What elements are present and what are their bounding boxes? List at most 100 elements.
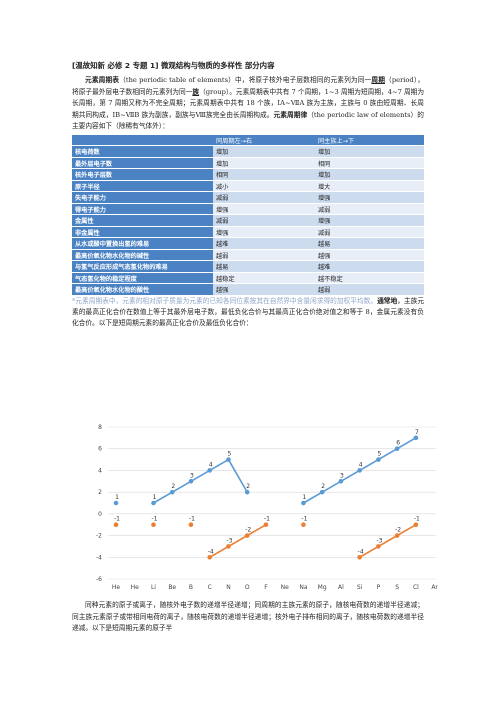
data-label: 7	[415, 429, 419, 436]
data-point	[188, 478, 194, 484]
intro-paragraph: 元素周期表（the periodic table of elements）中，将…	[72, 75, 424, 133]
x-tick-label: B	[189, 584, 193, 591]
x-tick-label: Al	[338, 584, 344, 591]
table-cell: 越易	[213, 260, 315, 273]
term-periodic-law: 元素周期律	[273, 110, 308, 119]
table-cell: 越强	[213, 283, 315, 296]
y-tick-label: -6	[96, 576, 102, 583]
intro-text-4: （the periodic law of elements）的主要内容如下（除稀…	[72, 110, 424, 131]
series-line	[171, 480, 192, 493]
table-row: 非金属性 增强 减弱	[72, 226, 424, 239]
series-line	[153, 491, 173, 504]
row-label: 得电子能力	[72, 203, 213, 216]
data-label: -1	[114, 516, 120, 523]
table-row: 原子半径 减小 增大	[72, 180, 424, 193]
table-row: 最高价氧化物水化物的碱性 越弱 越强	[72, 249, 424, 262]
series-line	[340, 469, 361, 482]
series-line	[209, 458, 229, 472]
series-line	[228, 534, 248, 548]
x-tick-label: Si	[357, 584, 363, 591]
table-cell: 减弱	[213, 214, 315, 227]
data-label: 3	[340, 472, 344, 479]
data-point	[244, 489, 250, 495]
table-cell: 增强	[213, 226, 315, 239]
x-tick-label: O	[245, 584, 250, 591]
y-tick-label: -2	[96, 533, 102, 540]
table-cell: 增加	[213, 145, 315, 158]
intro-text-2: （period），将原子最外层电子数相同的元素列为同一	[72, 76, 425, 96]
table-cell: 增加	[315, 168, 424, 181]
table-cell: 减弱	[315, 226, 424, 239]
data-label: -3	[226, 537, 232, 544]
data-label: 1	[115, 494, 119, 501]
table-cell: 相同	[213, 168, 315, 181]
table-cell: 减弱	[213, 191, 315, 204]
data-point	[394, 446, 400, 452]
row-label: 原子半径	[72, 180, 213, 193]
x-tick-label: S	[395, 584, 399, 591]
x-tick-label: P	[377, 584, 381, 591]
data-label: 6	[396, 440, 400, 447]
term-period: 周期	[371, 76, 386, 84]
intro-text-3: （group）。元素周期表中共有 7 个周期，1~3 周期为短周期，4~7 周期…	[72, 87, 425, 119]
data-point	[207, 554, 213, 560]
x-tick-label: Be	[168, 584, 176, 591]
row-label: 非金属性	[72, 226, 213, 239]
data-label: -1	[301, 516, 307, 523]
table-row: 最高价氧化物水化物的酸性 越强 越弱	[72, 283, 424, 296]
table-row: 最外层电子数 增加 相同	[72, 157, 424, 170]
data-label: 3	[190, 472, 194, 479]
data-label: 1	[303, 494, 307, 501]
term-periodic-table: 元素周期表	[85, 76, 120, 84]
table-cell: 同主族上→下	[315, 134, 424, 147]
series-line	[321, 480, 342, 493]
series-line	[359, 458, 379, 472]
y-tick-label: 8	[98, 424, 102, 431]
page-heading: [温故知新 必修 2 专题 1] 微观结构与物质的多样性 部分内容	[72, 61, 275, 70]
y-tick-label: 4	[98, 467, 102, 474]
data-point	[376, 457, 381, 462]
data-label: -1	[151, 516, 157, 523]
data-label: 5	[377, 451, 381, 458]
data-point	[301, 522, 306, 528]
table-row: 核外电子层数 相同 增加	[72, 168, 424, 181]
valence-chart: -6 -4 -2 0 2 4 6 8 He He Li Be B C N O F Ne Na Mg Al Si P S Cl Ar…	[90, 419, 444, 594]
row-label: 从水或酸中置换出氢的难易	[72, 237, 213, 250]
x-tick-label: Ne	[281, 584, 289, 591]
row-label: 失电子能力	[72, 191, 213, 204]
table-cell: 减弱	[315, 203, 424, 216]
row-label: 最外层电子数	[72, 157, 213, 170]
table-cell: 增强	[315, 214, 424, 227]
table-cell: 增强	[213, 203, 315, 216]
series-line	[190, 469, 211, 482]
x-tick-label: N	[226, 584, 231, 591]
table-row: 从水或酸中置换出氢的难易 越难 越易	[72, 237, 424, 250]
data-point	[319, 489, 325, 495]
data-label: 1	[153, 494, 157, 501]
x-tick-label: He	[112, 584, 121, 591]
row-label: 最高价氧化物水化物的碱性	[72, 249, 213, 262]
series-line	[227, 459, 248, 493]
data-label: -1	[264, 516, 270, 523]
data-point	[413, 522, 419, 528]
bottom-text: 同种元素的原子或离子，随核外电子数的递增半径递增；同周期的主族元素的原子，随核电…	[72, 601, 424, 633]
data-label: 4	[359, 461, 363, 468]
table-cell: 增加	[213, 157, 315, 170]
table-cell: 增强	[315, 191, 424, 204]
data-label: 2	[246, 483, 250, 490]
table-cell: 同周期左→右	[213, 134, 315, 147]
bottom-paragraph: 同种元素的原子或离子，随核外电子数的递增半径递增；同周期的主族元素的原子，随核电…	[72, 600, 424, 635]
y-tick-label: 2	[98, 489, 102, 496]
table-cell: 越难	[213, 237, 315, 250]
table-cell: 增加	[315, 145, 424, 158]
data-point	[338, 478, 344, 484]
table-cell: 越弱	[213, 249, 315, 262]
x-tick-label: Na	[299, 584, 307, 591]
data-point	[357, 554, 362, 560]
table-cell: 减小	[213, 180, 315, 193]
note-paragraph: *元素周期表中，元素的相对原子质量为元素的已知各同位素按其在自然界中含量闲求得的…	[72, 296, 424, 330]
data-label: -2	[395, 527, 401, 534]
series-line	[396, 437, 417, 450]
data-label: -4	[358, 548, 364, 555]
data-point	[113, 500, 119, 506]
